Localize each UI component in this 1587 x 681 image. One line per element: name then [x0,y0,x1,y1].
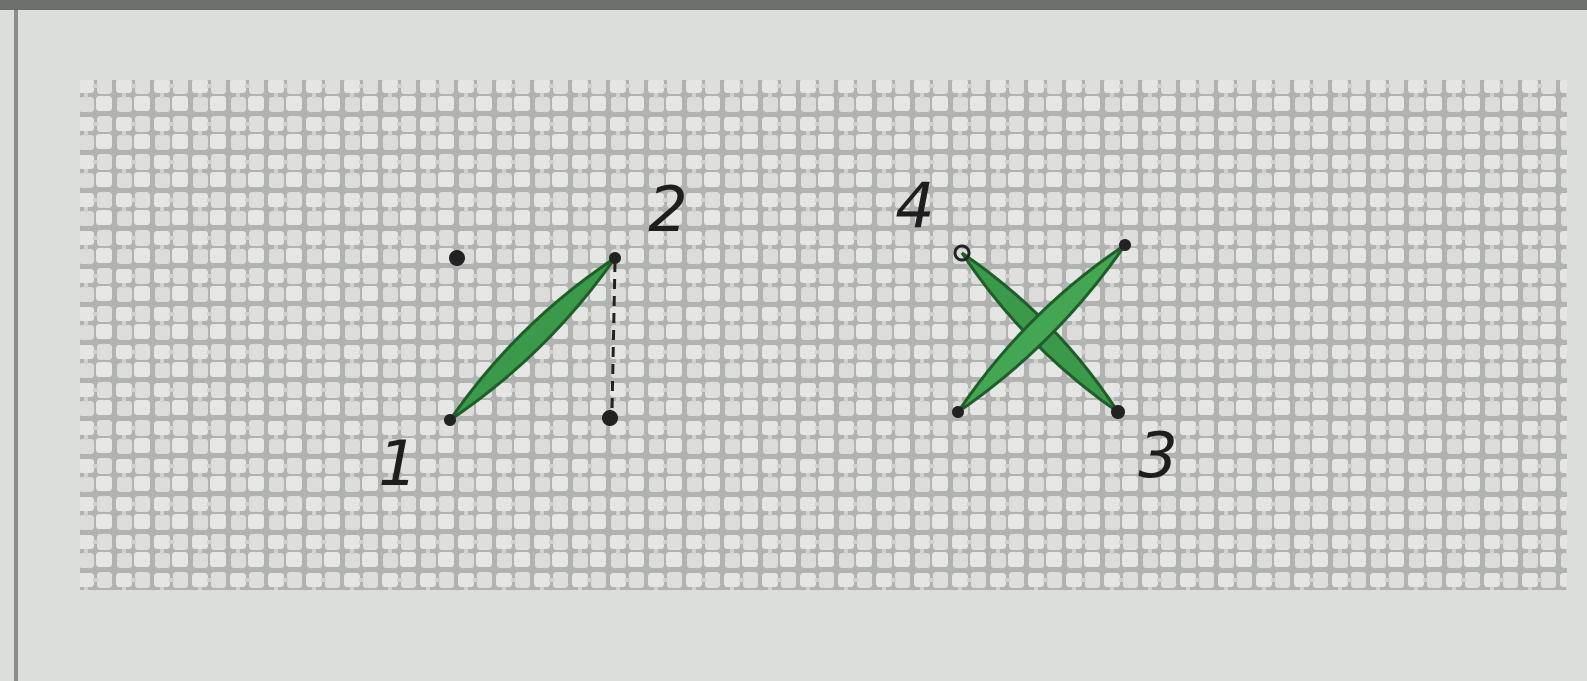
fabric-grid [80,80,1567,590]
back-stitch-path [610,261,617,411]
point-label: 4 [895,169,934,242]
hole-dot [953,244,971,262]
point-label: 3 [1138,419,1177,492]
top-edge [0,0,1587,10]
hole-dot [1111,405,1125,419]
hole-dot [609,252,621,264]
hole-dot [602,410,618,426]
hole-dot [1119,239,1131,251]
point-label: 1 [378,427,417,500]
point-label: 2 [648,173,687,246]
hole-dot [952,406,964,418]
left-edge [14,10,18,681]
hole-dot [449,250,465,266]
hole-dot [444,414,456,426]
